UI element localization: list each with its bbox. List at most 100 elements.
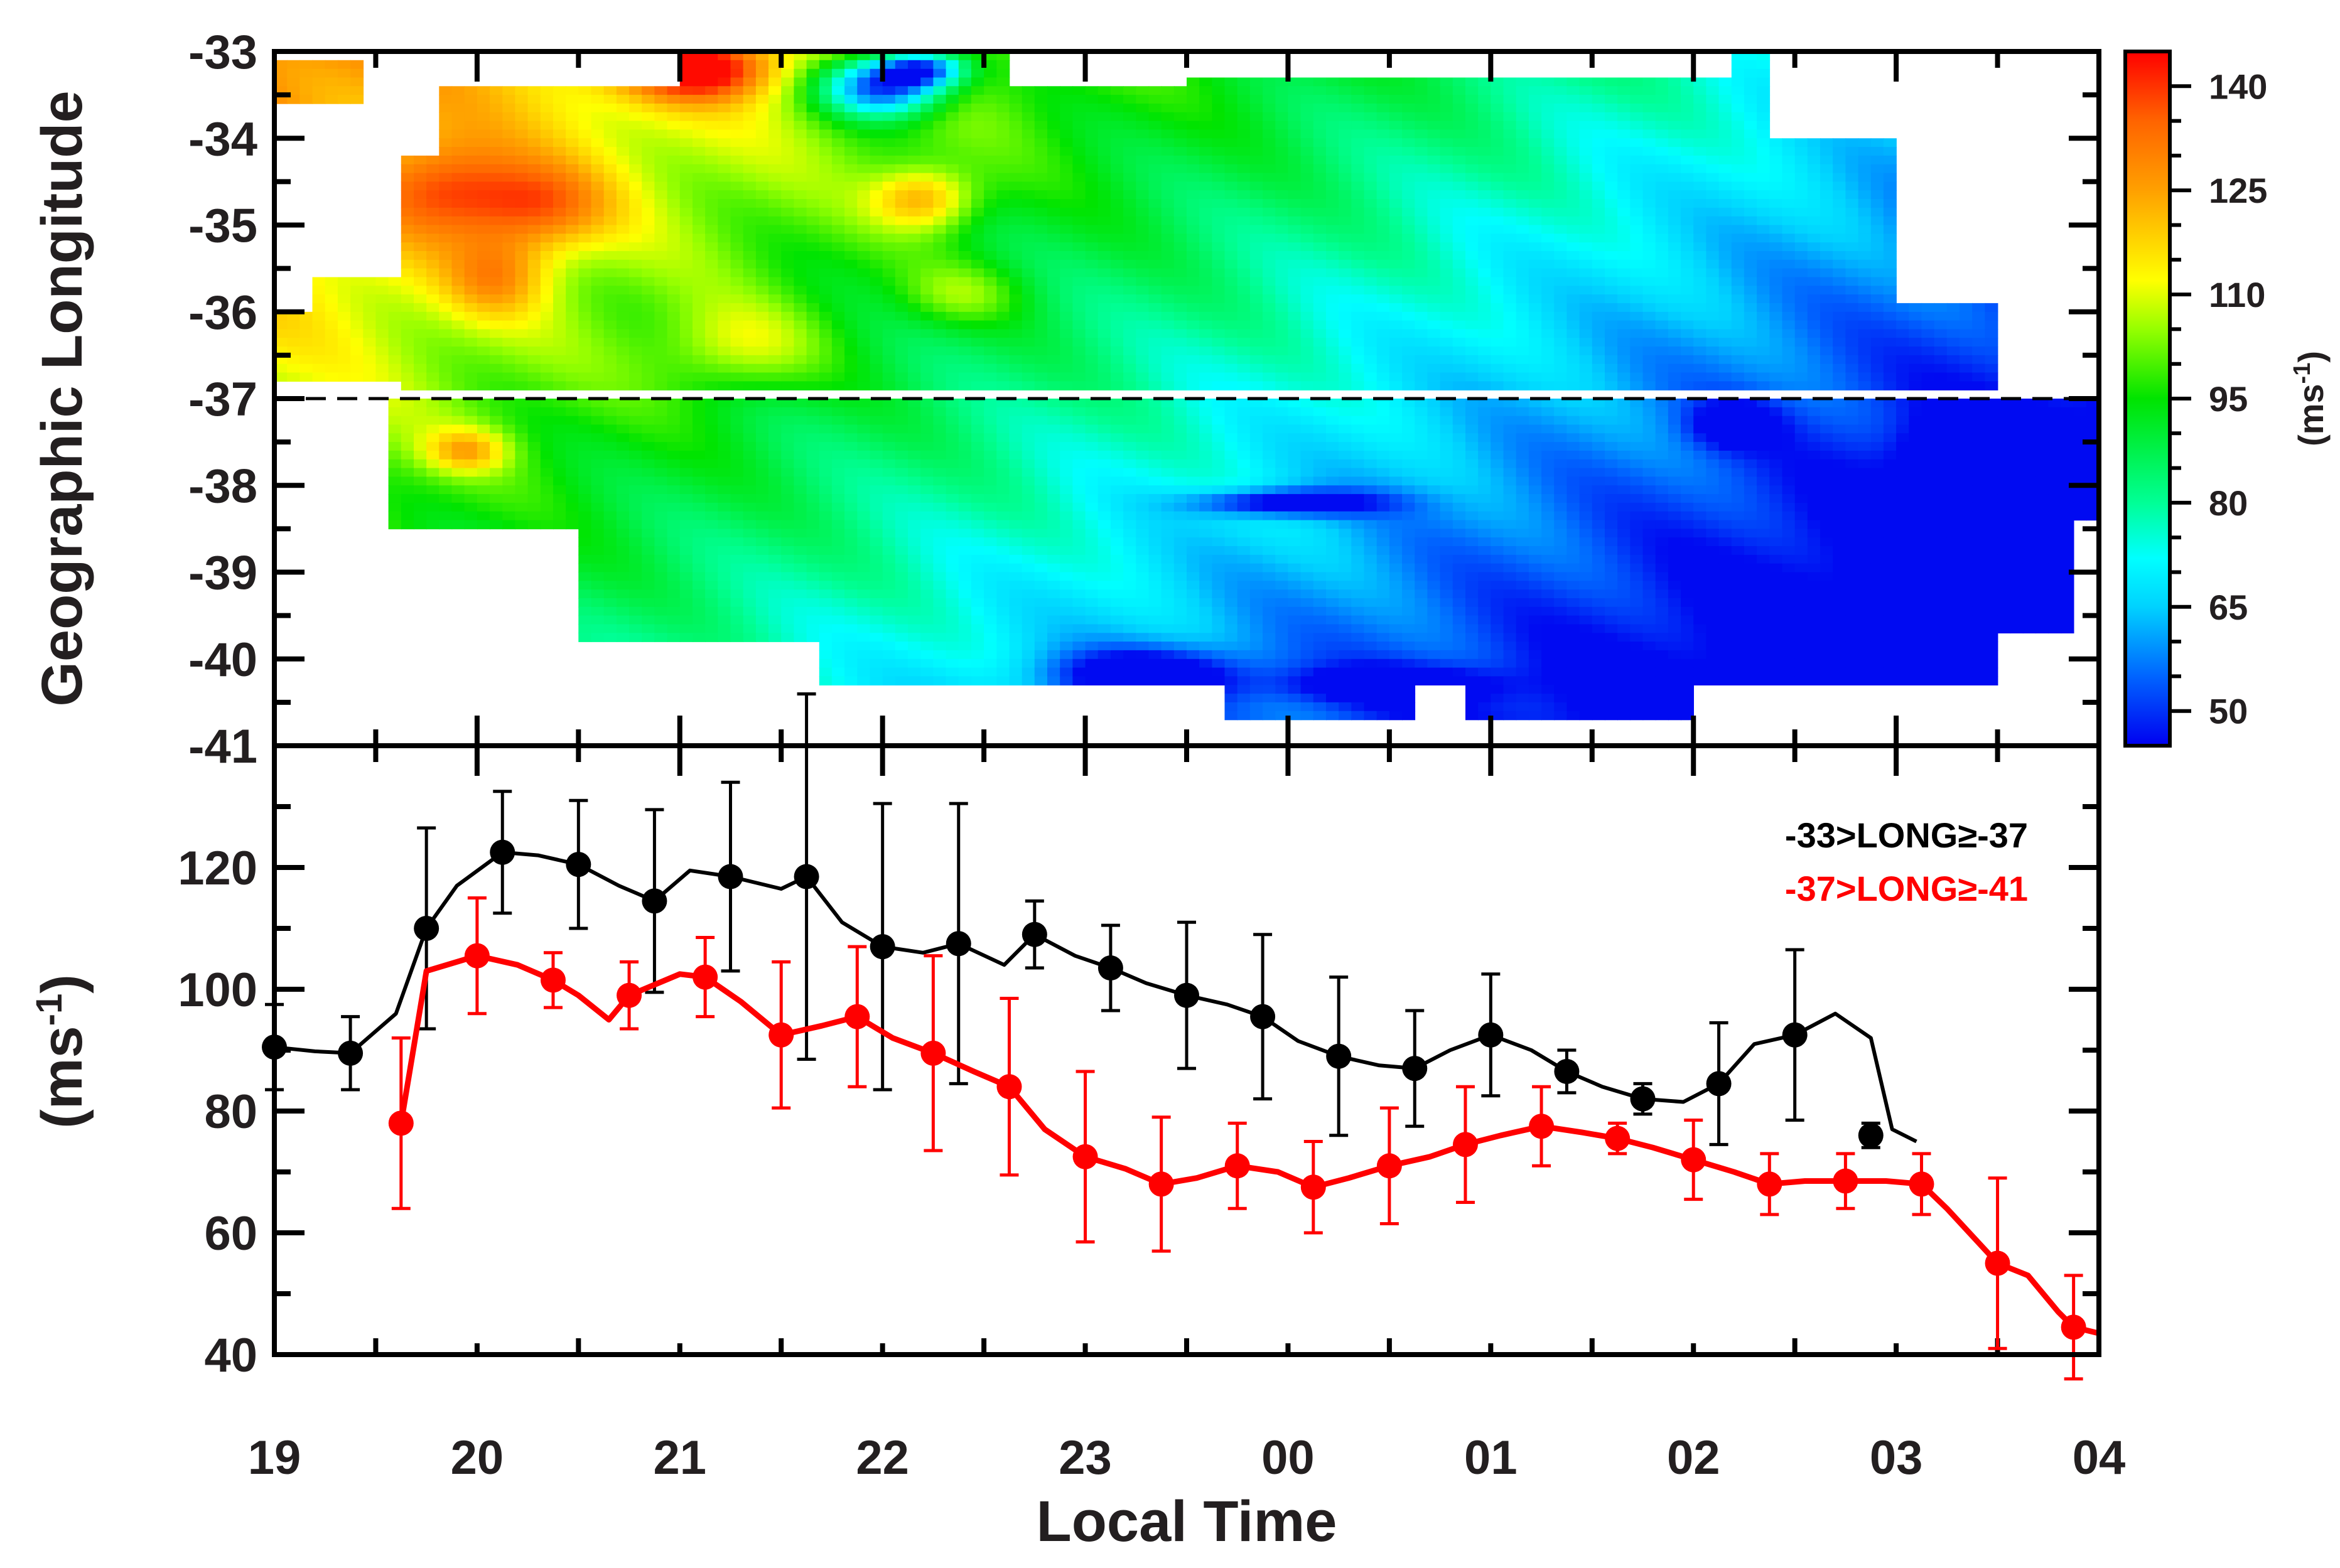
heatmap-cell: [693, 416, 706, 426]
heatmap-cell: [1047, 529, 1060, 538]
heatmap-cell: [566, 520, 580, 530]
heatmap-cell: [1237, 702, 1251, 712]
heatmap-cell: [540, 363, 554, 373]
heatmap-cell: [705, 633, 719, 642]
heatmap-cell: [958, 363, 972, 373]
heatmap-cell: [1288, 424, 1302, 434]
heatmap-cell: [971, 259, 984, 269]
heatmap-cell: [1237, 129, 1251, 139]
heatmap-cell: [642, 399, 655, 408]
heatmap-cell: [401, 190, 414, 200]
heatmap-cell: [920, 642, 934, 651]
heatmap-cell: [591, 581, 605, 590]
heatmap-cell: [882, 173, 896, 183]
heatmap-cell: [1123, 277, 1137, 287]
heatmap-cell: [920, 294, 934, 304]
heatmap-cell: [1034, 104, 1048, 113]
heatmap-cell: [1313, 190, 1327, 200]
heatmap-cell: [693, 286, 706, 295]
heatmap-cell: [971, 546, 984, 556]
heatmap-cell: [1009, 190, 1023, 200]
heatmap-cell: [984, 442, 998, 451]
heatmap-cell: [1288, 104, 1302, 113]
heatmap-cell: [831, 294, 845, 304]
heatmap-cell: [1060, 485, 1074, 495]
heatmap-cell: [1249, 190, 1263, 200]
heatmap-cell: [1085, 615, 1099, 625]
heatmap-cell: [1085, 485, 1099, 495]
heatmap-cell: [1161, 320, 1175, 330]
heatmap-cell: [464, 234, 478, 243]
heatmap-cell: [1022, 667, 1035, 677]
heatmap-cell: [831, 138, 845, 148]
heatmap-cell: [642, 633, 655, 642]
heatmap-cell: [718, 589, 731, 599]
heatmap-cell: [414, 338, 427, 347]
heatmap-cell: [654, 311, 668, 321]
heatmap-cell: [1060, 346, 1074, 356]
heatmap-cell: [806, 494, 820, 503]
heatmap-cell: [477, 433, 490, 443]
heatmap-cell: [794, 468, 807, 478]
heatmap-cell: [1173, 138, 1187, 148]
heatmap-cell: [1275, 121, 1289, 131]
heatmap-cell: [540, 242, 554, 252]
heatmap-cell: [527, 207, 541, 217]
heatmap-cell: [895, 294, 909, 304]
heatmap-cell: [553, 346, 566, 356]
heatmap-cell: [882, 138, 896, 148]
heatmap-cell: [490, 286, 504, 295]
heatmap-cell: [566, 155, 580, 165]
heatmap-cell: [553, 216, 566, 226]
heatmap-cell: [312, 311, 326, 321]
heatmap-cell: [1097, 476, 1111, 486]
heatmap-cell: [1263, 572, 1276, 582]
heatmap-cell: [1148, 624, 1162, 634]
heatmap-cell: [920, 459, 934, 469]
heatmap-cell: [1123, 147, 1137, 156]
heatmap-cell: [1300, 320, 1314, 330]
heatmap-cell: [654, 581, 668, 590]
heatmap-cell: [1263, 95, 1276, 104]
heatmap-cell: [755, 286, 769, 295]
heatmap-cell: [1249, 658, 1263, 669]
heatmap-cell: [1237, 286, 1251, 295]
heatmap-cell: [1022, 650, 1035, 660]
heatmap-cell: [984, 554, 998, 564]
heatmap-cell: [591, 494, 605, 503]
heatmap-cell: [1300, 511, 1314, 521]
heatmap-cell: [1161, 563, 1175, 573]
heatmap-cell: [477, 381, 490, 390]
heatmap-cell: [1249, 407, 1263, 417]
heatmap-cell: [1275, 529, 1289, 538]
heatmap-cell: [1326, 190, 1339, 200]
heatmap-cell: [1047, 633, 1060, 642]
heatmap-cell: [1136, 563, 1150, 573]
heatmap-cell: [1085, 181, 1099, 191]
heatmap-cell: [933, 277, 947, 287]
heatmap-cell: [718, 581, 731, 590]
heatmap-cell: [1263, 138, 1276, 148]
heatmap-cell: [794, 77, 807, 87]
heatmap-cell: [1136, 346, 1150, 356]
heatmap-cell: [388, 442, 402, 451]
heatmap-cell: [1136, 355, 1150, 365]
heatmap-cell: [755, 338, 769, 347]
heatmap-cell: [831, 164, 845, 174]
heatmap-cell: [464, 494, 478, 503]
heatmap-cell: [1047, 658, 1060, 669]
heatmap-cell: [414, 494, 427, 503]
heatmap-cell: [603, 112, 617, 122]
heatmap-cell: [1009, 667, 1023, 677]
heatmap-cell: [794, 433, 807, 443]
heatmap-cell: [870, 95, 883, 104]
heatmap-cell: [1072, 667, 1086, 677]
heatmap-cell: [629, 225, 643, 235]
heatmap-cell: [451, 424, 465, 434]
heatmap-cell: [743, 173, 757, 183]
heatmap-cell: [1275, 642, 1289, 651]
heatmap-cell: [819, 259, 833, 269]
heatmap-cell: [870, 259, 883, 269]
heatmap-cell: [693, 60, 706, 70]
heatmap-cell: [996, 311, 1010, 321]
